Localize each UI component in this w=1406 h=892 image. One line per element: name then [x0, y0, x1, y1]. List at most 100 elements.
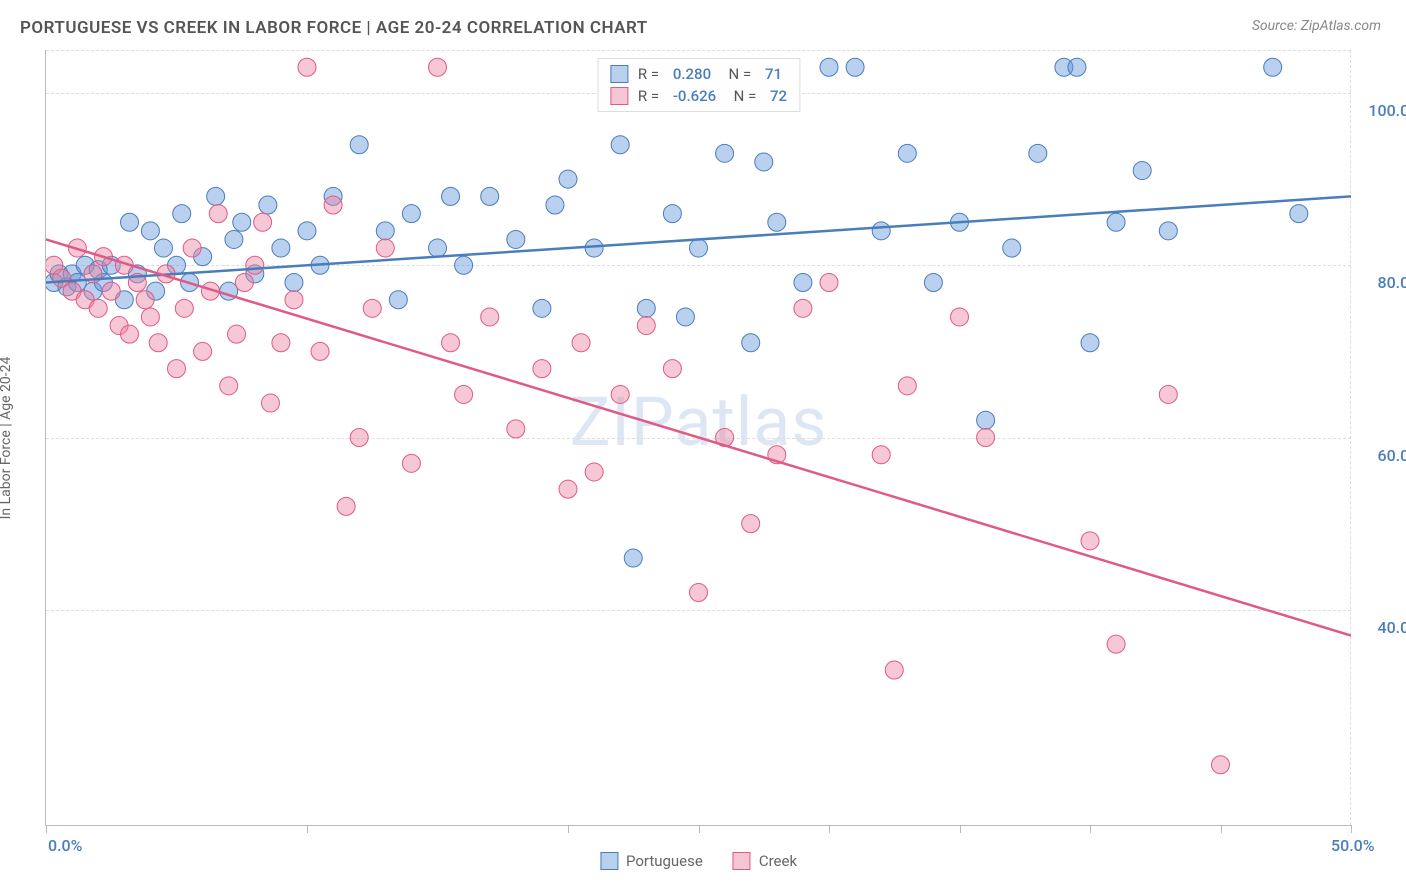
data-point: [663, 205, 681, 223]
data-point: [154, 239, 172, 257]
data-point: [298, 58, 316, 76]
stat-r-label: R =: [638, 87, 663, 105]
data-point: [194, 342, 212, 360]
data-point: [977, 411, 995, 429]
data-point: [820, 274, 838, 292]
data-point: [533, 360, 551, 378]
data-point: [742, 334, 760, 352]
data-point: [173, 205, 191, 223]
data-point: [207, 187, 225, 205]
data-point: [235, 274, 253, 292]
data-point: [233, 213, 251, 231]
data-point: [1264, 58, 1282, 76]
y-tick-label: 100.0%: [1368, 101, 1406, 120]
legend-swatch: [600, 852, 618, 870]
data-point: [1290, 205, 1308, 223]
data-point: [585, 239, 603, 257]
data-point: [1212, 756, 1230, 774]
source-attribution: Source: ZipAtlas.com: [1252, 18, 1381, 34]
legend-series-label: Portuguese: [626, 852, 703, 870]
data-point: [742, 515, 760, 533]
data-point: [820, 58, 838, 76]
data-point: [272, 239, 290, 257]
data-point: [350, 429, 368, 447]
correlation-legend: R = 0.280 N = 71R = -0.626 N = 72: [597, 58, 800, 112]
data-point: [376, 222, 394, 240]
chart-title: PORTUGUESE VS CREEK IN LABOR FORCE | AGE…: [20, 18, 648, 38]
data-point: [363, 299, 381, 317]
y-tick-label: 40.0%: [1377, 618, 1406, 637]
x-tick-label: 0.0%: [48, 836, 82, 855]
data-point: [285, 274, 303, 292]
data-point: [755, 153, 773, 171]
stat-n-label: N =: [726, 87, 760, 105]
data-point: [690, 239, 708, 257]
data-point: [121, 213, 139, 231]
x-tick: [1351, 825, 1352, 833]
x-tick: [568, 825, 569, 833]
data-point: [225, 230, 243, 248]
data-point: [481, 308, 499, 326]
x-tick: [829, 825, 830, 833]
data-point: [141, 308, 159, 326]
data-point: [846, 58, 864, 76]
data-point: [1081, 532, 1099, 550]
data-point: [285, 291, 303, 309]
data-point: [220, 377, 238, 395]
y-tick-label: 80.0%: [1377, 273, 1406, 292]
legend-series-item: Creek: [733, 852, 797, 870]
series-legend: Portuguese Creek: [600, 852, 797, 870]
data-point: [136, 291, 154, 309]
data-point: [442, 187, 460, 205]
data-point: [533, 299, 551, 317]
data-point: [402, 205, 420, 223]
stat-n-label: N =: [721, 65, 755, 83]
legend-swatch: [733, 852, 751, 870]
x-tick: [46, 825, 47, 833]
data-point: [872, 222, 890, 240]
data-point: [1107, 213, 1125, 231]
data-point: [1029, 144, 1047, 162]
data-point: [1159, 385, 1177, 403]
data-point: [885, 661, 903, 679]
data-point: [663, 360, 681, 378]
data-point: [1081, 334, 1099, 352]
data-point: [261, 394, 279, 412]
data-point: [794, 274, 812, 292]
data-point: [624, 549, 642, 567]
data-point: [324, 196, 342, 214]
data-point: [898, 144, 916, 162]
legend-swatch: [610, 87, 628, 105]
data-point: [559, 170, 577, 188]
data-point: [228, 325, 246, 343]
data-point: [429, 58, 447, 76]
stat-n-value: 71: [765, 65, 782, 83]
data-point: [507, 230, 525, 248]
data-point: [481, 187, 499, 205]
y-tick-label: 60.0%: [1377, 446, 1406, 465]
data-point: [141, 222, 159, 240]
data-point: [337, 497, 355, 515]
legend-swatch: [610, 65, 628, 83]
data-point: [951, 308, 969, 326]
data-point: [559, 480, 577, 498]
data-point: [611, 385, 629, 403]
scatter-plot-svg: [46, 50, 1351, 825]
stat-r-value: 0.280: [673, 65, 711, 83]
data-point: [254, 213, 272, 231]
x-tick: [960, 825, 961, 833]
data-point: [311, 342, 329, 360]
data-point: [1003, 239, 1021, 257]
data-point: [924, 274, 942, 292]
data-point: [89, 299, 107, 317]
data-point: [611, 136, 629, 154]
chart-plot-area: In Labor Force | Age 20-24 ZIPatlas 40.0…: [45, 50, 1351, 826]
data-point: [298, 222, 316, 240]
data-point: [676, 308, 694, 326]
data-point: [209, 205, 227, 223]
data-point: [898, 377, 916, 395]
x-tick-label: 50.0%: [1331, 836, 1375, 855]
data-point: [977, 429, 995, 447]
data-point: [389, 291, 407, 309]
x-tick: [1090, 825, 1091, 833]
